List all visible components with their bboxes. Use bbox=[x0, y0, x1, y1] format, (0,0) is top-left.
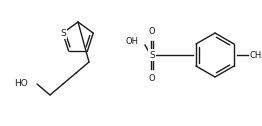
Text: S: S bbox=[60, 29, 66, 38]
Text: S: S bbox=[149, 51, 155, 59]
Text: O: O bbox=[149, 27, 155, 36]
Text: HO: HO bbox=[14, 80, 28, 88]
Text: O: O bbox=[149, 74, 155, 83]
Text: CH₃: CH₃ bbox=[250, 51, 262, 59]
Text: OH: OH bbox=[126, 38, 139, 46]
